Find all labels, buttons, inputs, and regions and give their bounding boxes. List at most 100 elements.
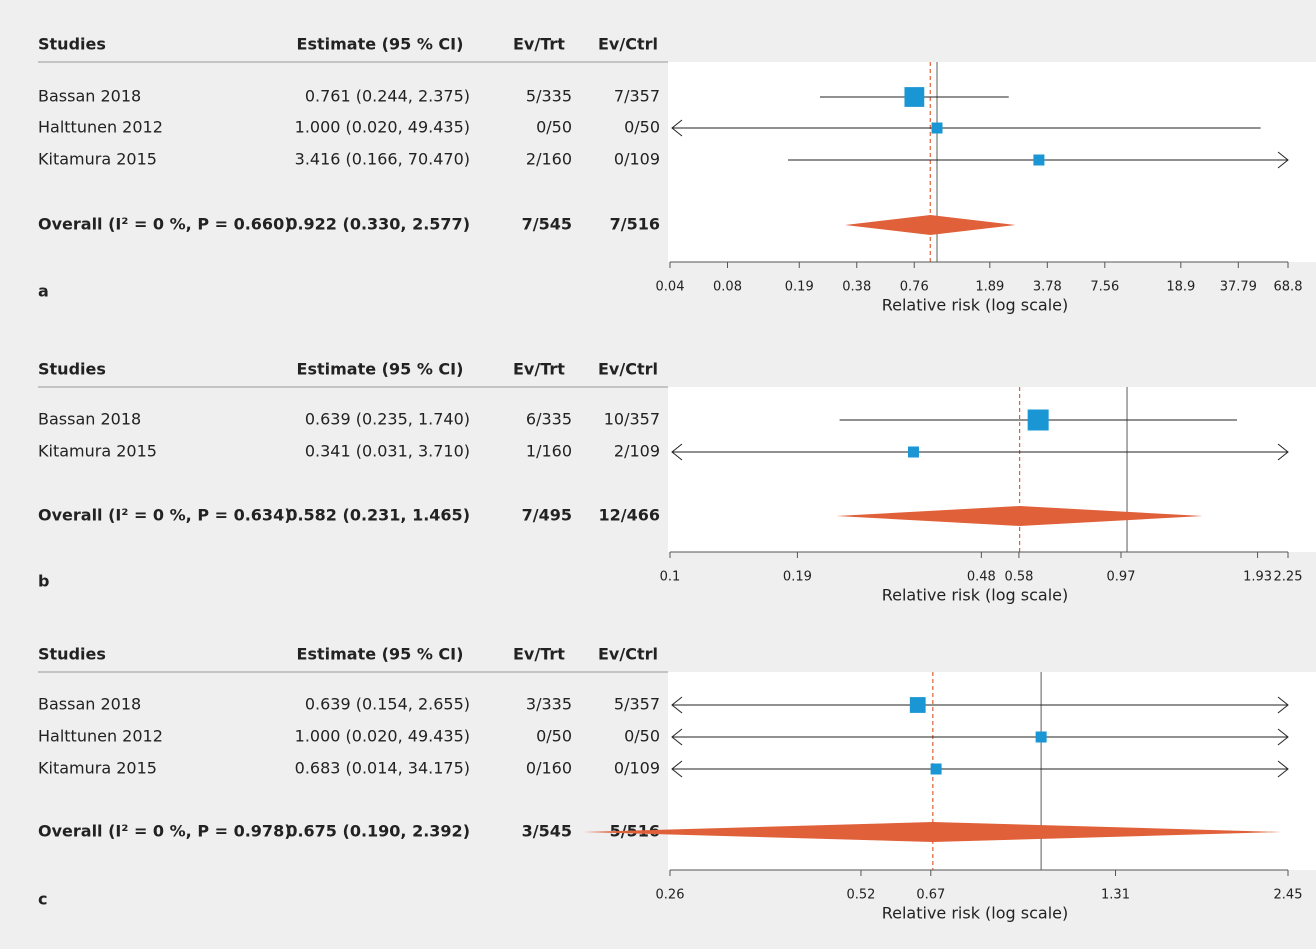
- study-label: Overall (I² = 0 %, P = 0.634): [38, 506, 292, 525]
- overall-diamond: [583, 822, 1282, 842]
- ev-trt: 0/50: [536, 727, 572, 746]
- ev-ctrl: 5/357: [614, 695, 660, 714]
- ev-ctrl: 7/357: [614, 87, 660, 106]
- ev-trt: 0/50: [536, 118, 572, 137]
- overall-diamond: [836, 506, 1203, 526]
- x-tick-label: 3.78: [1033, 280, 1062, 295]
- column-header: Ev/Ctrl: [598, 645, 658, 664]
- column-header: Studies: [38, 35, 106, 54]
- x-tick-label: 2.45: [1274, 888, 1303, 903]
- column-header: Studies: [38, 645, 106, 664]
- ev-trt: 2/160: [526, 150, 572, 169]
- estimate: 1.000 (0.020, 49.435): [295, 118, 470, 137]
- column-header: Ev/Ctrl: [598, 360, 658, 379]
- x-tick-label: 0.52: [846, 888, 875, 903]
- ev-ctrl: 10/357: [604, 410, 660, 429]
- x-tick-label: 0.67: [916, 888, 945, 903]
- column-header: Ev/Trt: [513, 360, 565, 379]
- estimate: 0.341 (0.031, 3.710): [305, 442, 470, 461]
- x-tick-label: 0.26: [656, 888, 685, 903]
- column-header: Estimate (95 % CI): [297, 35, 464, 54]
- study-label: Bassan 2018: [38, 695, 141, 714]
- arrow-right: [1277, 443, 1289, 461]
- study-label: Kitamura 2015: [38, 759, 157, 778]
- x-tick-label: 0.08: [713, 280, 742, 295]
- arrow-right: [1277, 728, 1289, 746]
- panel-label: c: [38, 890, 47, 909]
- ev-trt: 5/335: [526, 87, 572, 106]
- x-tick-label: 0.38: [842, 280, 871, 295]
- study-label: Halttunen 2012: [38, 118, 163, 137]
- ev-trt: 3/545: [522, 822, 572, 841]
- study-label: Overall (I² = 0 %, P = 0.660): [38, 215, 292, 234]
- ev-trt: 6/335: [526, 410, 572, 429]
- arrow-left: [671, 728, 683, 746]
- arrow-left: [671, 443, 683, 461]
- estimate: 0.922 (0.330, 2.577): [286, 215, 470, 234]
- ev-trt: 7/495: [522, 506, 572, 525]
- x-tick-label: 0.1: [660, 570, 681, 585]
- ev-trt: 7/545: [522, 215, 572, 234]
- ev-ctrl: 0/50: [624, 118, 660, 137]
- estimate: 3.416 (0.166, 70.470): [295, 150, 470, 169]
- ev-trt: 3/335: [526, 695, 572, 714]
- x-tick-label: 1.93: [1243, 570, 1272, 585]
- column-header: Ev/Trt: [513, 35, 565, 54]
- x-tick-label: 0.76: [900, 280, 929, 295]
- arrow-left: [671, 696, 683, 714]
- estimate: 0.639 (0.235, 1.740): [305, 410, 470, 429]
- panel-label: a: [38, 282, 49, 301]
- arrow-left: [671, 760, 683, 778]
- x-tick-label: 68.8: [1274, 280, 1303, 295]
- study-label: Kitamura 2015: [38, 150, 157, 169]
- study-marker: [907, 446, 919, 458]
- arrow-right: [1277, 151, 1289, 169]
- study-marker: [909, 697, 926, 713]
- panel-label: b: [38, 572, 49, 591]
- study-marker: [1033, 154, 1045, 166]
- plot-area: [668, 387, 1316, 552]
- column-header: Ev/Ctrl: [598, 35, 658, 54]
- ev-ctrl: 0/109: [614, 759, 660, 778]
- estimate: 0.675 (0.190, 2.392): [286, 822, 470, 841]
- estimate: 0.582 (0.231, 1.465): [286, 506, 470, 525]
- x-axis-title: Relative risk (log scale): [882, 296, 1069, 315]
- x-axis-title: Relative risk (log scale): [882, 904, 1069, 923]
- x-tick-label: 1.31: [1101, 888, 1130, 903]
- x-tick-label: 37.79: [1220, 280, 1257, 295]
- ev-ctrl: 0/109: [614, 150, 660, 169]
- x-tick-label: 1.89: [975, 280, 1004, 295]
- x-axis-title: Relative risk (log scale): [882, 586, 1069, 605]
- column-header: Studies: [38, 360, 106, 379]
- x-tick-label: 2.25: [1274, 570, 1303, 585]
- x-tick-label: 0.19: [783, 570, 812, 585]
- ev-ctrl: 12/466: [598, 506, 660, 525]
- x-tick-label: 0.04: [656, 280, 685, 295]
- arrow-right: [1277, 696, 1289, 714]
- ev-trt: 0/160: [526, 759, 572, 778]
- ev-ctrl: 2/109: [614, 442, 660, 461]
- study-marker: [1027, 409, 1049, 431]
- estimate: 0.683 (0.014, 34.175): [295, 759, 470, 778]
- column-header: Ev/Trt: [513, 645, 565, 664]
- column-header: Estimate (95 % CI): [297, 360, 464, 379]
- x-tick-label: 0.19: [785, 280, 814, 295]
- x-tick-label: 0.58: [1004, 570, 1033, 585]
- study-marker: [930, 763, 942, 775]
- ev-ctrl: 7/516: [610, 215, 660, 234]
- study-marker: [1035, 731, 1047, 743]
- x-tick-label: 0.97: [1107, 570, 1136, 585]
- study-label: Kitamura 2015: [38, 442, 157, 461]
- arrow-left: [671, 119, 683, 137]
- study-label: Bassan 2018: [38, 410, 141, 429]
- study-label: Bassan 2018: [38, 87, 141, 106]
- estimate: 0.761 (0.244, 2.375): [305, 87, 470, 106]
- study-label: Halttunen 2012: [38, 727, 163, 746]
- x-tick-label: 0.48: [967, 570, 996, 585]
- arrow-right: [1277, 760, 1289, 778]
- ev-ctrl: 0/50: [624, 727, 660, 746]
- overall-diamond: [845, 215, 1016, 235]
- x-tick-label: 18.9: [1166, 280, 1195, 295]
